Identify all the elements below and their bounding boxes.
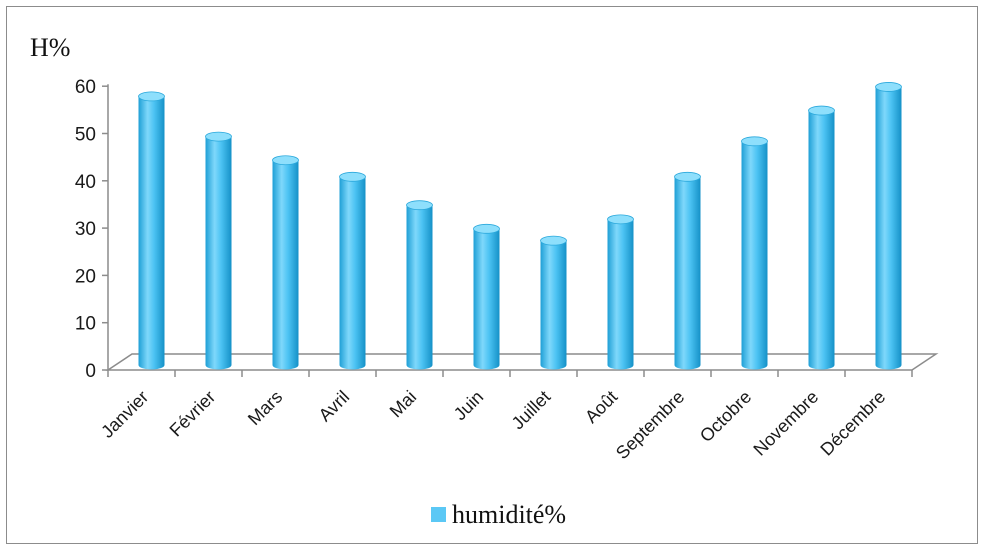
bar-top — [875, 82, 902, 92]
bar-top — [406, 200, 433, 211]
bar-janvier — [138, 91, 165, 370]
bar-top — [674, 171, 701, 182]
bar-body — [540, 240, 567, 370]
bar-mars — [272, 155, 299, 370]
x-tick-label: Mai — [386, 387, 421, 422]
x-tick-label: Août — [581, 387, 621, 427]
bar-juin — [473, 223, 500, 370]
y-tick-label: 60 — [75, 77, 96, 98]
x-tick-label: Octobre — [696, 387, 755, 446]
bar-body — [272, 160, 299, 370]
bar-avril — [339, 171, 366, 370]
bar-top — [339, 171, 366, 182]
bar-décembre — [875, 82, 902, 370]
x-tick-label: Novembre — [749, 387, 822, 460]
bar-body — [138, 96, 165, 370]
bar-juillet — [540, 235, 567, 370]
x-tick-label: Avril — [315, 387, 354, 426]
bar-top — [272, 155, 299, 166]
y-tick-label: 20 — [75, 266, 96, 287]
bar-top — [473, 223, 500, 234]
bar-novembre — [808, 105, 835, 370]
y-tick-label: 30 — [75, 219, 96, 240]
bar-body — [607, 219, 634, 370]
bar-top — [741, 136, 768, 147]
bar-top — [540, 235, 567, 246]
bar-body — [808, 110, 835, 370]
x-tick-label: Mars — [244, 387, 286, 429]
x-tick-label: Juillet — [508, 387, 555, 434]
bar-body — [205, 136, 232, 370]
bar-body — [339, 176, 366, 370]
bar-top — [205, 131, 232, 142]
legend: humidité% — [431, 500, 566, 529]
y-tick-label: 10 — [75, 314, 96, 335]
x-tick-label: Janvier — [97, 387, 152, 442]
y-tick-label: 0 — [85, 361, 96, 382]
axes: 0 10 20 30 40 50 60 — [75, 77, 939, 382]
x-tick-label: Décembre — [816, 387, 889, 460]
legend-label: humidité% — [452, 500, 566, 529]
bars — [138, 82, 902, 370]
bar-top — [808, 105, 835, 116]
bar-mai — [406, 200, 433, 370]
bar-octobre — [741, 136, 768, 370]
x-tick-label: Juin — [450, 387, 487, 424]
bar-body — [674, 176, 701, 370]
bar-body — [473, 228, 500, 370]
bar-body — [406, 205, 433, 370]
y-axis-title: H% — [30, 33, 70, 62]
bar-top — [607, 214, 634, 225]
x-tick-label: Février — [166, 387, 220, 441]
bar-body — [875, 86, 902, 370]
y-tick-label: 50 — [75, 125, 96, 146]
x-axis-labels: Janvier Février Mars Avril Mai Juin Juillet Aoû… — [97, 387, 889, 463]
bar-septembre — [674, 171, 701, 370]
legend-swatch — [431, 507, 446, 522]
bar-body — [741, 141, 768, 370]
bar-février — [205, 131, 232, 370]
y-tick-label: 40 — [75, 172, 96, 193]
x-tick-label: Septembre — [612, 387, 688, 463]
bar-août — [607, 214, 634, 370]
bar-top — [138, 91, 165, 102]
